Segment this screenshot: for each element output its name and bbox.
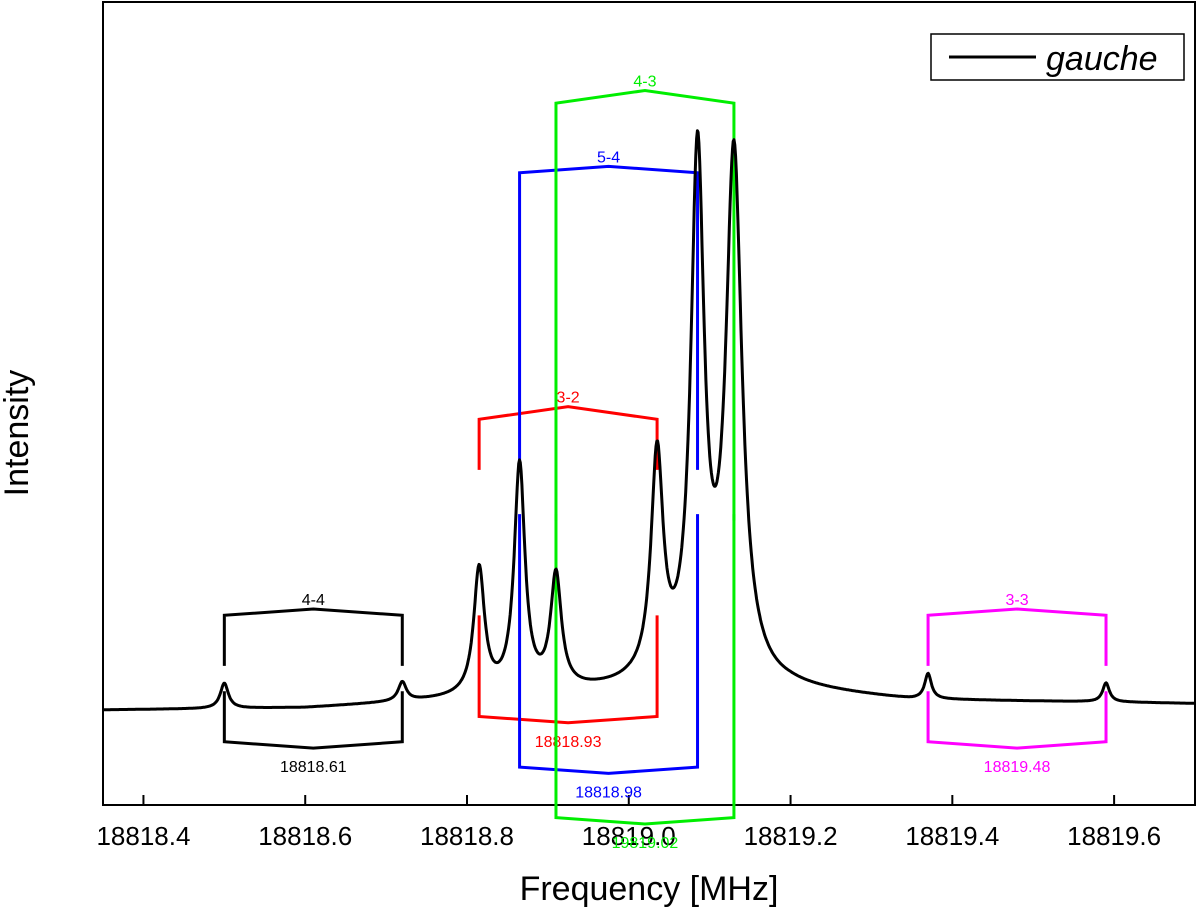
center-frequency-label: 18818.93 <box>535 734 602 751</box>
x-tick-label: 18818.4 <box>96 821 190 851</box>
x-tick-label: 18818.8 <box>420 821 514 851</box>
x-axis-ticks: 18818.4 18818.6 18818.8 18819.0 18819.2 18819… <box>96 795 1161 851</box>
bracket-bottom <box>926 691 1108 750</box>
bracket-top <box>477 405 659 470</box>
bracket-bottom <box>554 514 736 826</box>
x-axis-title: Frequency [MHz] <box>520 870 779 908</box>
bracket-top <box>554 89 736 521</box>
center-frequency-label: 19819.02 <box>612 835 679 852</box>
x-tick-label: 18819.6 <box>1067 821 1161 851</box>
bracket-top <box>222 607 404 666</box>
transition-annotations: 4-4 18818.61 3-2 18818.93 5-4 18818.98 4-3 1981… <box>222 74 1108 852</box>
x-tick-label: 18818.6 <box>258 821 352 851</box>
center-frequency-label: 18819.48 <box>984 759 1051 776</box>
plot-frame <box>102 1 1196 806</box>
spectrum-line <box>102 129 1196 712</box>
x-tick-label: 18819.2 <box>744 821 838 851</box>
transition-label: 3-2 <box>557 390 580 407</box>
bracket-bottom <box>477 615 659 725</box>
transition-label: 4-3 <box>633 74 656 91</box>
x-tick-label: 18819.4 <box>905 821 999 851</box>
bracket-bottom <box>518 514 700 775</box>
bracket-top <box>518 164 700 470</box>
transition-label: 3-3 <box>1005 592 1028 609</box>
bracket-top <box>926 607 1108 666</box>
bracket-bottom <box>222 691 404 750</box>
transition-label: 4-4 <box>302 592 325 609</box>
legend: gauche <box>930 33 1185 81</box>
center-frequency-label: 18818.98 <box>575 784 642 801</box>
y-axis-title: Intensity <box>0 370 36 497</box>
legend-label: gauche <box>1046 40 1158 78</box>
center-frequency-label: 18818.61 <box>280 759 347 776</box>
x-tick-label: 18819.0 <box>582 821 676 851</box>
transition-label: 5-4 <box>597 149 620 166</box>
